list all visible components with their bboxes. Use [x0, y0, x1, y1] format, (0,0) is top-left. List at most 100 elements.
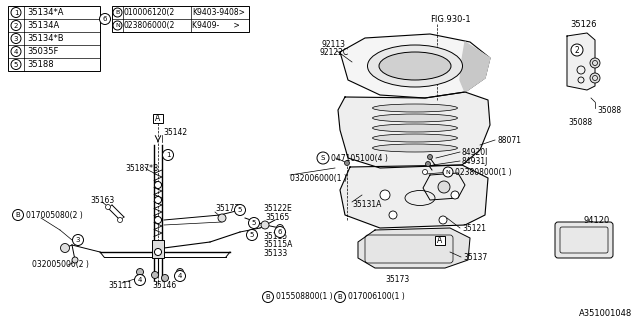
- Text: 023808000(1 ): 023808000(1 ): [455, 167, 511, 177]
- Text: 35142: 35142: [163, 127, 187, 137]
- Ellipse shape: [367, 45, 463, 87]
- Bar: [435, 236, 445, 244]
- Circle shape: [134, 275, 145, 285]
- Circle shape: [246, 229, 257, 241]
- Circle shape: [443, 167, 453, 177]
- Text: S: S: [321, 155, 325, 161]
- Text: 017006100(1 ): 017006100(1 ): [348, 292, 404, 301]
- Text: 2: 2: [575, 45, 579, 54]
- Text: N: N: [445, 170, 451, 174]
- Text: B: B: [115, 10, 120, 15]
- Circle shape: [317, 152, 329, 164]
- Text: 35177: 35177: [215, 204, 239, 212]
- Ellipse shape: [372, 134, 458, 142]
- Circle shape: [154, 196, 161, 204]
- Circle shape: [234, 204, 246, 215]
- Text: B: B: [15, 212, 20, 218]
- Circle shape: [72, 257, 78, 263]
- Text: 5: 5: [252, 220, 256, 226]
- Circle shape: [154, 181, 161, 188]
- Circle shape: [11, 34, 21, 44]
- Text: 35165: 35165: [265, 212, 289, 221]
- Text: A: A: [437, 236, 443, 244]
- Text: 010006120(2: 010006120(2: [124, 8, 175, 17]
- Circle shape: [426, 162, 431, 166]
- Text: 3: 3: [76, 237, 80, 243]
- Text: FIG.930-1: FIG.930-1: [430, 14, 470, 23]
- Text: 92122C: 92122C: [319, 47, 348, 57]
- Circle shape: [154, 249, 161, 255]
- Bar: [153, 114, 163, 123]
- Bar: [8, 6, 100, 71]
- Circle shape: [218, 214, 226, 222]
- Circle shape: [11, 46, 21, 57]
- Text: 35035F: 35035F: [27, 47, 58, 56]
- Ellipse shape: [372, 144, 458, 152]
- Ellipse shape: [372, 104, 458, 112]
- Circle shape: [438, 181, 450, 193]
- Polygon shape: [567, 33, 595, 90]
- Circle shape: [261, 221, 269, 229]
- Circle shape: [276, 225, 284, 231]
- Text: 35134*A: 35134*A: [27, 8, 63, 17]
- Circle shape: [113, 8, 122, 17]
- Text: K9403-9408>: K9403-9408>: [192, 8, 245, 17]
- Circle shape: [99, 13, 111, 25]
- Circle shape: [163, 149, 173, 161]
- Polygon shape: [460, 42, 490, 92]
- Text: 35121: 35121: [462, 223, 486, 233]
- Circle shape: [389, 211, 397, 219]
- Circle shape: [113, 21, 122, 30]
- Text: 35134*B: 35134*B: [27, 34, 63, 43]
- Text: A351001048: A351001048: [579, 309, 632, 318]
- Text: 032005000(2 ): 032005000(2 ): [32, 260, 89, 269]
- Text: 35115: 35115: [263, 231, 287, 241]
- Text: 84920I: 84920I: [462, 148, 488, 156]
- Text: 6: 6: [278, 229, 282, 235]
- Circle shape: [11, 20, 21, 30]
- Text: 35134A: 35134A: [27, 21, 60, 30]
- Bar: [152, 240, 164, 258]
- Circle shape: [428, 155, 433, 159]
- Circle shape: [13, 210, 24, 220]
- Text: 35131A: 35131A: [352, 199, 381, 209]
- Circle shape: [152, 271, 159, 278]
- Text: B: B: [338, 294, 342, 300]
- Text: 35188: 35188: [27, 60, 54, 69]
- Text: 4: 4: [178, 273, 182, 279]
- Text: 2: 2: [14, 22, 18, 28]
- Ellipse shape: [379, 52, 451, 80]
- Circle shape: [175, 270, 186, 282]
- Circle shape: [590, 58, 600, 68]
- Text: 35126: 35126: [570, 20, 596, 28]
- Circle shape: [380, 190, 390, 200]
- Circle shape: [344, 161, 349, 165]
- Circle shape: [237, 207, 243, 213]
- Circle shape: [106, 204, 111, 210]
- Circle shape: [11, 7, 21, 18]
- Circle shape: [248, 218, 259, 228]
- Text: 35088: 35088: [568, 117, 592, 126]
- Ellipse shape: [372, 124, 458, 132]
- Text: A: A: [156, 114, 161, 123]
- Text: 35122E: 35122E: [263, 204, 292, 212]
- Text: 35133: 35133: [263, 250, 287, 259]
- Circle shape: [136, 268, 143, 276]
- Circle shape: [177, 268, 184, 276]
- Circle shape: [439, 216, 447, 224]
- Text: 5: 5: [14, 61, 18, 68]
- Text: B: B: [266, 294, 270, 300]
- Text: 35111: 35111: [108, 281, 132, 290]
- Text: 92113: 92113: [322, 39, 346, 49]
- Circle shape: [275, 227, 285, 237]
- Text: 6: 6: [103, 16, 108, 22]
- Text: 4: 4: [138, 277, 142, 283]
- Polygon shape: [338, 92, 490, 168]
- Text: 35115A: 35115A: [263, 239, 292, 249]
- Circle shape: [590, 73, 600, 83]
- Circle shape: [118, 218, 122, 222]
- Circle shape: [335, 292, 346, 302]
- Text: K9409-      >: K9409- >: [192, 21, 240, 30]
- Text: 88071: 88071: [497, 135, 521, 145]
- Text: 5: 5: [250, 232, 254, 238]
